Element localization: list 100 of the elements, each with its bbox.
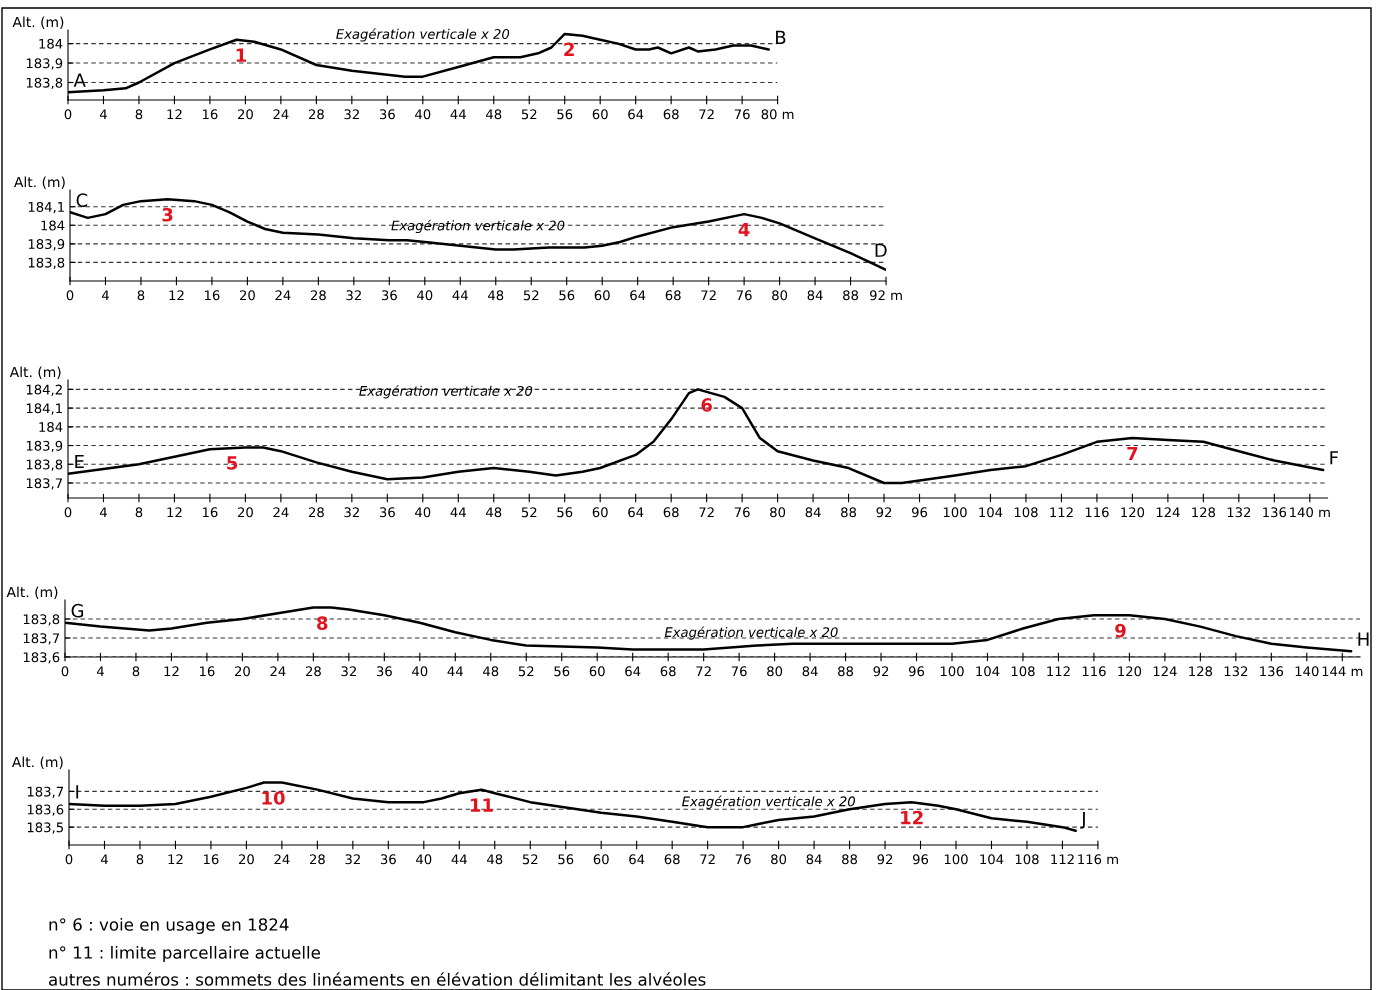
x-tick-label: 0: [64, 507, 72, 518]
y-tick-label: 184,1: [28, 201, 64, 214]
x-tick-label: 88: [841, 507, 857, 518]
x-tick-label: 28: [310, 290, 326, 301]
x-tick-label: 32: [344, 109, 359, 120]
x-tick-label: 0: [64, 109, 72, 120]
x-tick-label: 28: [305, 666, 321, 677]
x-tick-label: 68: [660, 666, 676, 677]
x-tick-label: 60: [589, 666, 605, 677]
x-tick-label: 52: [522, 854, 538, 865]
x-tick-label: 116: [1082, 666, 1106, 677]
x-tick-label: 16: [204, 290, 220, 301]
x-tick-label: 28: [309, 854, 325, 865]
x-tick-label: 56: [558, 854, 574, 865]
x-tick-label: 64: [630, 290, 646, 301]
annotation: 2: [564, 42, 574, 56]
x-tick-label: 96: [911, 507, 928, 518]
x-tick-label: 60: [593, 854, 609, 865]
y-tick-label: 184,2: [26, 384, 62, 396]
x-tick-label: 116 m: [1078, 854, 1118, 865]
y-tick-label: 184: [39, 422, 63, 433]
x-tick-label: 36: [379, 507, 395, 518]
x-tick-label: 20: [239, 290, 255, 301]
x-tick-label: 88: [838, 666, 854, 677]
x-tick-label: 76: [731, 666, 747, 677]
y-tick-label: 183,8: [26, 459, 63, 471]
x-tick-label: 24: [274, 854, 290, 865]
annotation: 7: [1127, 446, 1138, 461]
x-tick-label: 24: [275, 290, 291, 301]
x-tick-label: 40: [412, 666, 428, 677]
x-tick-label: 76: [736, 290, 752, 301]
x-tick-label: 24: [270, 666, 286, 677]
x-tick-label: 32: [341, 666, 356, 677]
x-tick-label: 100: [944, 854, 968, 865]
x-tick-label: 12: [167, 109, 182, 120]
annotation: F: [1330, 451, 1338, 465]
x-tick-label: 36: [380, 854, 396, 865]
x-tick-label: 4: [96, 666, 104, 677]
y-tick-label: 183,6: [23, 652, 60, 664]
x-tick-label: 8: [136, 854, 144, 865]
x-tick-label: 84: [802, 666, 818, 677]
x-tick-label: 108: [1014, 507, 1038, 518]
x-tick-label: 92: [873, 666, 889, 677]
annotation: D: [875, 243, 887, 257]
x-tick-label: 40: [415, 507, 431, 518]
x-tick-label: 72: [700, 854, 715, 865]
annotation: Exagération verticale x 20: [336, 28, 510, 42]
x-tick-label: 92: [876, 507, 892, 518]
x-tick-label: 104: [980, 854, 1004, 865]
x-tick-label: 44: [452, 290, 468, 301]
x-tick-label: 84: [805, 507, 821, 518]
x-tick-label: 0: [61, 666, 69, 677]
x-tick-label: 64: [628, 109, 644, 120]
x-tick-label: 48: [486, 507, 502, 518]
x-tick-label: 120: [1121, 507, 1145, 518]
y-tick-label: 184: [41, 220, 65, 231]
y-tick-label: 183,8: [28, 257, 65, 269]
x-tick-label: 0: [66, 290, 74, 301]
x-tick-label: 60: [592, 109, 608, 120]
x-tick-label: 48: [483, 666, 499, 677]
x-tick-label: 56: [559, 290, 575, 301]
x-tick-label: 84: [806, 854, 822, 865]
x-tick-label: 88: [842, 854, 858, 865]
x-tick-label: 36: [379, 109, 395, 120]
y-tick-label: 183,6: [27, 804, 64, 816]
x-tick-label: 4: [101, 290, 109, 301]
x-tick-label: 68: [665, 290, 681, 301]
x-tick-label: 68: [663, 507, 679, 518]
annotation: 10: [262, 791, 285, 805]
x-tick-label: 64: [629, 854, 645, 865]
x-tick-label: 92 m: [869, 290, 902, 301]
y-tick-label: 183,9: [26, 58, 63, 70]
x-tick-label: 52: [521, 109, 537, 120]
text: n° 6 : voie en usage en 1824: [49, 917, 289, 935]
x-tick-label: 52: [521, 507, 537, 518]
annotation: 11: [470, 798, 493, 812]
annotation: Exagération verticale x 20: [359, 385, 533, 399]
x-tick-label: 28: [308, 507, 324, 518]
x-tick-label: 12: [169, 290, 184, 301]
x-tick-label: 128: [1192, 507, 1216, 518]
x-tick-label: 24: [273, 507, 289, 518]
annotation: G: [71, 603, 84, 618]
y-tick-label: 183,7: [23, 633, 60, 645]
x-tick-label: 76: [735, 854, 751, 865]
x-tick-label: 4: [99, 109, 107, 120]
x-tick-label: 132: [1227, 507, 1251, 518]
x-tick-label: 44: [450, 109, 466, 120]
annotation: 3: [162, 207, 173, 222]
y-axis-title: Alt. (m): [9, 366, 61, 379]
x-tick-label: 76: [734, 109, 750, 120]
x-tick-label: 40: [415, 109, 431, 120]
x-tick-label: 80: [771, 854, 787, 865]
x-tick-label: 140: [1295, 666, 1319, 677]
y-tick-label: 184,1: [26, 403, 62, 415]
x-tick-label: 80 m: [761, 109, 794, 120]
x-tick-label: 68: [663, 109, 679, 120]
x-tick-label: 124: [1156, 507, 1180, 518]
x-tick-label: 16: [203, 854, 219, 865]
x-tick-label: 44: [447, 666, 463, 677]
x-tick-label: 20: [234, 666, 250, 677]
